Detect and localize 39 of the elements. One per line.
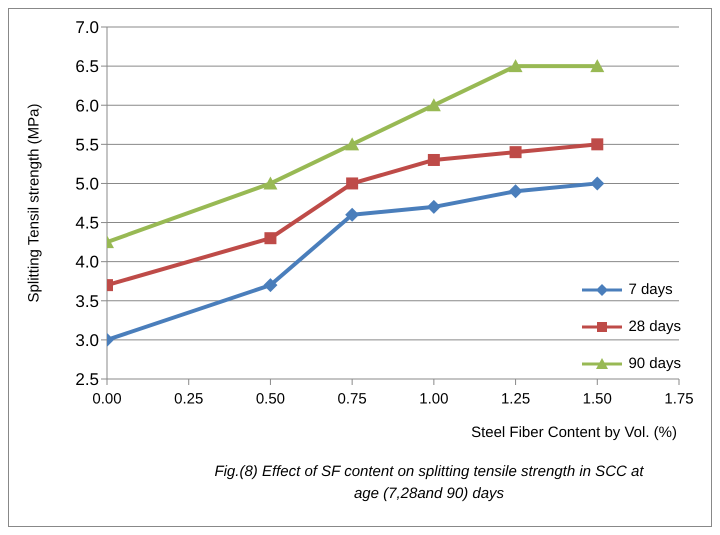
point [263, 278, 278, 292]
y-tick-label: 7.0 [75, 18, 99, 38]
legend-label: 28 days [628, 318, 681, 335]
point [426, 200, 441, 214]
point [590, 176, 604, 190]
x-tick-label: 1.25 [500, 390, 530, 408]
x-tick-label: 0.50 [256, 390, 286, 408]
y-tick-label: 5.5 [75, 135, 99, 154]
y-tick-label: 6.5 [75, 57, 99, 76]
y-axis-title: Splitting Tensil strength (MPa) [25, 104, 42, 302]
y-tick-label: 2.5 [75, 370, 99, 390]
point [510, 146, 522, 158]
legend-label: 90 days [628, 355, 681, 372]
point [345, 137, 360, 150]
x-axis-title: Steel Fiber Content by Vol. (%) [471, 424, 677, 441]
x-tick-label: 0.25 [174, 390, 204, 408]
x-tick-label: 1.75 [664, 390, 694, 408]
x-tick-label: 0.75 [338, 390, 367, 408]
x-tick-label: 1.50 [582, 390, 612, 408]
y-tick-label: 4.5 [75, 214, 99, 233]
point [508, 184, 523, 198]
point [346, 177, 358, 190]
point [264, 232, 276, 244]
point [590, 59, 604, 72]
legend-label: 7 days [628, 281, 673, 298]
x-tick-label: 1.00 [419, 390, 448, 408]
point [508, 59, 523, 72]
y-tick-label: 3.0 [75, 330, 99, 350]
point [591, 138, 604, 150]
y-tick-label: 4.0 [75, 252, 99, 272]
y-tick-label: 5.0 [75, 174, 99, 194]
point [428, 154, 440, 166]
y-tick-label: 6.0 [75, 96, 99, 116]
point [426, 98, 441, 112]
y-tick-label: 3.5 [75, 292, 99, 311]
x-tick-label: 0.00 [92, 390, 122, 408]
point [263, 176, 278, 190]
text: Fig.(8) Effect of SF content on splitting tensile strength in SCC at age (7,28and 90) days [213, 462, 645, 504]
point [345, 208, 360, 222]
